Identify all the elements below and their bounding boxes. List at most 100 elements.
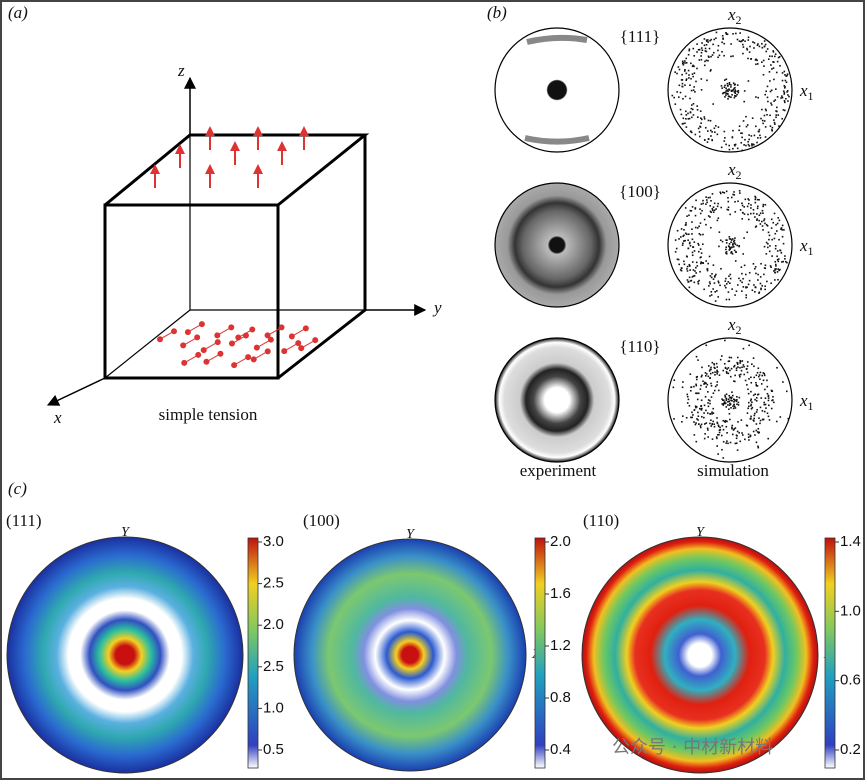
dot [760, 287, 762, 290]
dot [680, 267, 683, 269]
dot [733, 194, 736, 196]
axis-label: Y [696, 525, 706, 540]
dot [723, 130, 726, 133]
atom [264, 332, 271, 339]
texture-band [524, 135, 590, 145]
dot [778, 219, 781, 222]
atom [302, 325, 309, 332]
dot [697, 419, 699, 421]
caption: simple tension [159, 405, 258, 424]
dot [783, 229, 785, 231]
dot [684, 224, 687, 226]
dot [778, 238, 780, 241]
dot [771, 68, 773, 70]
dot [731, 253, 734, 255]
dot [706, 201, 708, 204]
dot [775, 420, 778, 423]
dot [708, 281, 711, 283]
dot [706, 383, 709, 386]
dot [697, 280, 699, 283]
dot [714, 291, 716, 293]
panel-label: (a) [8, 3, 28, 22]
dot [728, 144, 731, 147]
dot [734, 260, 737, 262]
dot [692, 246, 694, 248]
colorbar-label: 1.0 [263, 699, 284, 716]
dot [699, 222, 702, 224]
dot [712, 407, 715, 410]
dot [754, 59, 757, 61]
dot [727, 401, 729, 403]
axis-label: x1 [799, 236, 814, 258]
dot [738, 245, 740, 248]
dot [756, 408, 758, 411]
dot [707, 365, 710, 367]
dot [752, 208, 755, 211]
axis-label: x1 [799, 81, 814, 103]
dot [743, 144, 745, 146]
dot [734, 200, 736, 203]
dot [706, 268, 709, 270]
dot [693, 250, 696, 252]
dot [728, 298, 731, 301]
dot [710, 294, 713, 296]
dot [736, 90, 739, 93]
dot [689, 373, 692, 375]
atom [281, 348, 288, 355]
dot [780, 227, 783, 229]
axis-label: y [432, 298, 442, 317]
dot [738, 277, 740, 280]
dot [781, 224, 784, 227]
dot [769, 245, 771, 247]
dot [741, 366, 743, 369]
dot [705, 223, 707, 226]
dot [727, 209, 730, 211]
dot [688, 214, 690, 217]
dot [758, 45, 761, 48]
dot [752, 357, 755, 359]
dot [703, 404, 706, 407]
dot [679, 91, 682, 94]
dot [728, 412, 731, 415]
colorbar [534, 537, 546, 769]
dot [731, 424, 734, 427]
dot [716, 290, 718, 292]
dot [707, 196, 710, 199]
dot [725, 31, 727, 34]
dot [714, 371, 716, 373]
dot [763, 45, 766, 48]
dot [705, 386, 708, 388]
dot [787, 100, 789, 102]
atom [217, 350, 224, 357]
dot [738, 40, 741, 42]
dot [770, 407, 773, 410]
dot [691, 73, 694, 75]
dot [742, 52, 744, 55]
dot [756, 198, 759, 201]
dot [755, 441, 758, 444]
dot [711, 411, 713, 414]
dot [741, 360, 744, 362]
dot [710, 366, 712, 369]
dot [705, 39, 708, 42]
dot [748, 138, 750, 141]
dot [704, 126, 707, 129]
dot [761, 46, 764, 49]
dot [764, 288, 766, 291]
dot [709, 295, 711, 297]
dot [785, 97, 787, 100]
dot [776, 271, 779, 273]
dot [738, 431, 741, 434]
dot [682, 97, 684, 100]
dot [758, 374, 761, 376]
dot [733, 96, 736, 99]
atom [200, 347, 207, 354]
dot [785, 390, 788, 393]
dot [754, 412, 756, 415]
dot [738, 374, 741, 376]
dot [710, 69, 712, 71]
dot [728, 148, 731, 151]
dot [733, 239, 736, 242]
dot [781, 117, 783, 120]
dot [692, 75, 694, 78]
